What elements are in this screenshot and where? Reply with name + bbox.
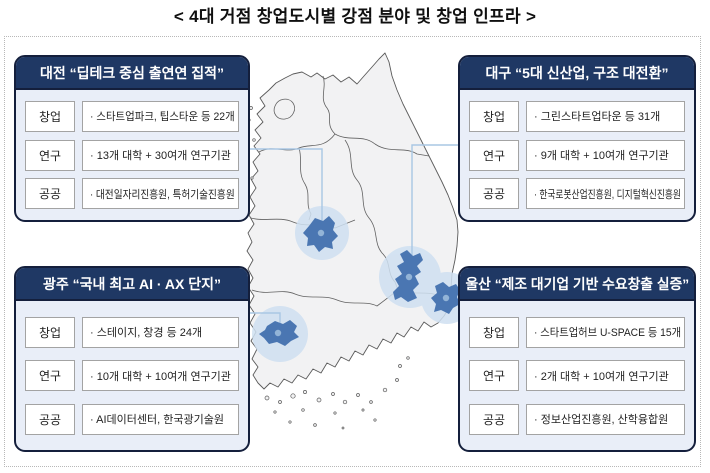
row-value-text: · 한국로봇산업진흥원, 디지털혁신진흥원: [534, 188, 681, 201]
row-value-text: · 스타트업파크, 팁스타운 등 22개: [90, 111, 235, 124]
row-label-startup: 창업: [469, 316, 519, 348]
korea-map: [245, 52, 460, 430]
row-label-startup: 창업: [469, 100, 519, 132]
panel-gwangju: 광주 “국내 최고 AI · AX 단지” 창업 · 스테이지, 창경 등 24…: [14, 266, 250, 452]
panel-daejeon-body: 창업 · 스타트업파크, 팁스타운 등 22개 연구 · 13개 대학 + 30…: [16, 90, 248, 220]
row-value-public: · AI데이터센터, 한국광기술원: [82, 403, 239, 435]
city-dots: [274, 229, 450, 337]
panel-daegu: 대구 “5대 신산업, 구조 대전환” 창업 · 그린스타트업타운 등 31개 …: [458, 55, 696, 222]
row-value-startup: · 스타트업파크, 팁스타운 등 22개: [82, 100, 239, 132]
row-value-text: · 10개 대학 + 10여개 연구기관: [90, 370, 231, 383]
panel-ulsan-body: 창업 · 스타트업허브 U-SPACE 등 15개 연구 · 2개 대학 + 1…: [460, 301, 694, 450]
panel-daejeon: 대전 “딥테크 중심 출연연 집적” 창업 · 스타트업파크, 팁스타운 등 2…: [14, 55, 250, 222]
row-label-public: 공공: [469, 403, 519, 435]
info-row: 창업 · 스테이지, 창경 등 24개: [25, 316, 239, 348]
dot-gwangju: [274, 329, 282, 337]
info-row: 연구 · 9개 대학 + 10여개 연구기관: [469, 139, 685, 171]
row-label-research: 연구: [469, 139, 519, 171]
row-value-text: · 2개 대학 + 10여개 연구기관: [534, 370, 669, 383]
panel-gwangju-title: 광주 “국내 최고 AI · AX 단지”: [43, 275, 221, 292]
row-label-research: 연구: [25, 360, 75, 391]
panel-ulsan-header: 울산 “제조 대기업 기반 수요창출 실증”: [460, 268, 694, 301]
panel-daegu-body: 창업 · 그린스타트업타운 등 31개 연구 · 9개 대학 + 10여개 연구…: [460, 90, 694, 220]
connector-daejeon: [250, 148, 323, 230]
row-label-startup: 창업: [25, 316, 75, 348]
info-row: 창업 · 스타트업파크, 팁스타운 등 22개: [25, 100, 239, 132]
info-row: 창업 · 그린스타트업타운 등 31개: [469, 100, 685, 132]
row-value-research: · 9개 대학 + 10여개 연구기관: [526, 139, 685, 171]
panel-daegu-title: 대구 “5대 신산업, 구조 대전환”: [485, 64, 669, 81]
row-label-startup: 창업: [25, 100, 75, 132]
info-row: 공공 · 정보산업진흥원, 산학융합원: [469, 403, 685, 435]
row-value-public: · 한국로봇산업진흥원, 디지털혁신진흥원: [526, 178, 685, 210]
panel-gwangju-body: 창업 · 스테이지, 창경 등 24개 연구 · 10개 대학 + 10여개 연…: [16, 301, 248, 450]
row-value-text: · 스타트업허브 U-SPACE 등 15개: [534, 327, 682, 339]
row-value-startup: · 스테이지, 창경 등 24개: [82, 316, 239, 348]
row-label-public: 공공: [469, 178, 519, 210]
panel-ulsan-title: 울산 “제조 대기업 기반 수요창출 실증”: [465, 275, 689, 292]
row-value-public: · 정보산업진흥원, 산학융합원: [526, 403, 685, 435]
row-value-text: · 정보산업진흥원, 산학융합원: [534, 414, 669, 426]
row-value-text: · 대전일자리진흥원, 특허기술진흥원: [90, 188, 235, 201]
connector-daegu: [411, 144, 458, 268]
info-row: 연구 · 13개 대학 + 30여개 연구기관: [25, 139, 239, 171]
row-label-research: 연구: [469, 360, 519, 391]
row-label-public: 공공: [25, 403, 75, 435]
row-label-research: 연구: [25, 139, 75, 171]
dot-daejeon: [317, 229, 325, 237]
panel-connectors: [247, 144, 458, 327]
row-value-public: · 대전일자리진흥원, 특허기술진흥원: [82, 178, 239, 210]
connector-gwangju: [247, 312, 281, 327]
info-row: 공공 · 대전일자리진흥원, 특허기술진흥원: [25, 178, 239, 210]
content-frame: [4, 36, 701, 467]
row-label-public: 공공: [25, 178, 75, 210]
dot-daegu: [405, 273, 413, 281]
row-value-startup: · 스타트업허브 U-SPACE 등 15개: [526, 316, 685, 348]
panel-daejeon-header: 대전 “딥테크 중심 출연연 집적”: [16, 57, 248, 90]
panel-daegu-header: 대구 “5대 신산업, 구조 대전환”: [460, 57, 694, 90]
row-value-text: · 13개 대학 + 30여개 연구기관: [90, 150, 231, 162]
row-value-startup: · 그린스타트업타운 등 31개: [526, 100, 685, 132]
row-value-research: · 2개 대학 + 10여개 연구기관: [526, 360, 685, 391]
panel-gwangju-header: 광주 “국내 최고 AI · AX 단지”: [16, 268, 248, 301]
row-value-research: · 10개 대학 + 10여개 연구기관: [82, 360, 239, 391]
panel-ulsan: 울산 “제조 대기업 기반 수요창출 실증” 창업 · 스타트업허브 U-SPA…: [458, 266, 696, 452]
info-row: 공공 · 한국로봇산업진흥원, 디지털혁신진흥원: [469, 178, 685, 210]
info-row: 연구 · 10개 대학 + 10여개 연구기관: [25, 360, 239, 391]
panel-daejeon-title: 대전 “딥테크 중심 출연연 집적”: [39, 64, 225, 81]
info-row: 창업 · 스타트업허브 U-SPACE 등 15개: [469, 316, 685, 348]
row-value-text: · 9개 대학 + 10여개 연구기관: [534, 150, 669, 162]
row-value-text: · 그린스타트업타운 등 31개: [534, 111, 661, 124]
figure-title: < 4대 거점 창업도시별 강점 분야 및 창업 인프라 >: [173, 7, 537, 26]
row-value-research: · 13개 대학 + 30여개 연구기관: [82, 139, 239, 171]
row-value-text: · AI데이터센터, 한국광기술원: [90, 414, 224, 426]
dot-ulsan: [442, 294, 450, 302]
info-row: 공공 · AI데이터센터, 한국광기술원: [25, 403, 239, 435]
row-value-text: · 스테이지, 창경 등 24개: [90, 327, 203, 339]
info-row: 연구 · 2개 대학 + 10여개 연구기관: [469, 360, 685, 391]
